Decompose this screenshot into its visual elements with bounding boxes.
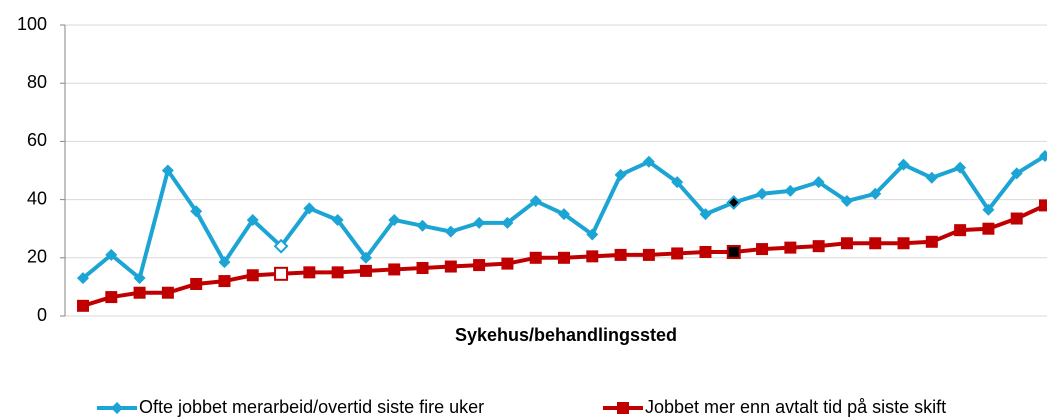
point: [501, 257, 514, 270]
point: [840, 237, 853, 250]
point: [954, 224, 967, 237]
point: [642, 155, 655, 168]
point: [671, 247, 684, 260]
point: [529, 195, 542, 208]
point: [614, 168, 627, 181]
point: [784, 184, 797, 197]
point: [586, 228, 599, 241]
point: [642, 248, 655, 261]
point: [1039, 199, 1047, 212]
point: [77, 299, 89, 312]
x-axis-title: Sykehus/behandlingssted: [455, 325, 677, 345]
legend-label: Jobbet mer enn avtalt tid på siste skift: [645, 397, 946, 417]
legend-marker: [111, 402, 123, 414]
point: [1039, 149, 1047, 162]
point: [840, 195, 853, 208]
point: [105, 248, 118, 261]
point: [671, 176, 684, 189]
point: [161, 286, 174, 299]
point: [161, 164, 174, 177]
point: [812, 240, 825, 253]
point: [218, 256, 231, 269]
point: [331, 213, 344, 226]
point: [190, 205, 203, 218]
point: [558, 208, 570, 221]
point: [416, 261, 429, 274]
point: [954, 161, 967, 174]
point: [359, 264, 372, 277]
legend-marker: [617, 402, 629, 414]
point: [982, 203, 995, 216]
point: [925, 235, 938, 248]
point: [473, 216, 486, 229]
point: [897, 237, 910, 250]
point: [359, 251, 372, 264]
point: [784, 241, 797, 254]
point: [614, 248, 627, 261]
point: [273, 238, 289, 254]
point: [529, 251, 542, 264]
point: [331, 266, 344, 279]
point: [558, 251, 570, 264]
point: [1010, 212, 1023, 225]
y-tick-label: 40: [27, 188, 47, 208]
y-tick-label: 0: [37, 305, 47, 325]
point: [416, 219, 429, 232]
point: [925, 171, 938, 184]
point: [699, 245, 712, 258]
point: [726, 244, 741, 259]
point: [1010, 167, 1023, 180]
y-tick-label: 80: [27, 72, 47, 92]
point: [812, 176, 825, 189]
point: [444, 225, 457, 238]
y-tick-label: 100: [17, 14, 47, 34]
y-tick-label: 20: [27, 247, 47, 267]
point: [133, 272, 146, 285]
point: [388, 213, 401, 226]
y-tick-label: 60: [27, 130, 47, 150]
point: [105, 291, 118, 304]
point: [756, 187, 769, 200]
point: [869, 237, 882, 250]
point: [133, 286, 146, 299]
point: [444, 260, 457, 273]
point: [274, 266, 289, 281]
point: [190, 277, 203, 290]
point: [77, 272, 89, 285]
point: [869, 187, 882, 200]
point: [246, 213, 259, 226]
point: [699, 208, 712, 221]
point: [303, 202, 316, 215]
point: [586, 250, 599, 263]
point: [982, 222, 995, 235]
point: [388, 263, 401, 276]
point: [726, 195, 742, 210]
legend-label: Ofte jobbet merarbeid/overtid siste fire…: [139, 397, 484, 417]
point: [473, 259, 486, 272]
point: [246, 269, 259, 282]
point: [897, 158, 910, 171]
point: [501, 216, 514, 229]
point: [756, 243, 769, 256]
point: [218, 275, 231, 288]
point: [303, 266, 316, 279]
